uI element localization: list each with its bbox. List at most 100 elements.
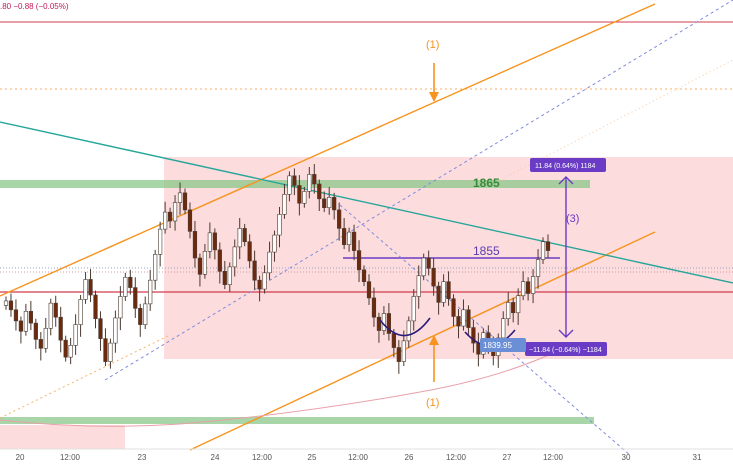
candle-body	[471, 327, 476, 344]
candle-body	[312, 174, 317, 185]
candle-body	[23, 310, 28, 332]
resistance-label: 1865	[473, 176, 500, 190]
x-tick-label: 24	[211, 453, 220, 462]
x-tick-label: 12:00	[348, 453, 369, 462]
candle-body	[396, 347, 401, 362]
candle-body	[361, 269, 367, 282]
candle-body	[237, 228, 242, 248]
candle-body	[217, 249, 222, 272]
candle-body	[351, 231, 357, 251]
candle-body	[332, 197, 337, 211]
candle-body	[540, 241, 546, 260]
candle-body	[232, 246, 237, 268]
ticker-readout: .80 −0.88 (−0.05%)	[0, 2, 69, 11]
candle-body	[48, 302, 53, 329]
candle-body	[128, 276, 133, 288]
measure-arrowhead-up	[558, 176, 574, 185]
candle-body	[327, 197, 332, 208]
target-label: 1839.95	[483, 341, 512, 350]
x-tick-label: 23	[138, 453, 147, 462]
candle-body	[158, 228, 163, 255]
range-up-label: 11.84 (0.64%) 1184	[535, 163, 596, 170]
candle-body	[267, 251, 272, 274]
middle-dashed-channel	[104, 0, 733, 381]
candle-body	[257, 279, 262, 290]
measure-arrowhead-down	[558, 329, 574, 338]
candle-body	[143, 303, 148, 325]
dashed-projection-line	[339, 204, 631, 456]
candle-body	[302, 191, 307, 204]
candle-body	[83, 279, 88, 300]
candle-body	[207, 232, 212, 252]
x-tick-label: 27	[503, 453, 512, 462]
candle-body	[431, 268, 436, 287]
x-tick-label: 25	[308, 453, 317, 462]
candle-body	[227, 266, 232, 285]
range-down-label: −11.84 (−0.64%) −1184	[529, 347, 602, 354]
measure-label: (3)	[566, 213, 579, 225]
candle-body	[391, 333, 396, 348]
candle-body	[88, 279, 93, 296]
candle-body	[103, 338, 108, 362]
x-tick-label: 20	[16, 453, 25, 462]
arrow-top-head	[429, 92, 439, 102]
candle-body	[247, 241, 252, 262]
candle-body	[8, 300, 14, 311]
candle-body	[262, 272, 267, 290]
candle-body	[33, 322, 38, 340]
candle-body	[282, 194, 287, 215]
candle-body	[530, 276, 536, 294]
candle-body	[366, 281, 372, 299]
candle-body	[197, 257, 203, 275]
candle-body	[307, 174, 312, 192]
lower-dotted-channel	[0, 334, 171, 419]
candle-body	[292, 175, 297, 186]
candle-body	[401, 340, 406, 362]
candle-body	[456, 316, 461, 327]
candle-body	[202, 251, 207, 275]
candle-body	[58, 316, 63, 341]
candle-body	[187, 209, 193, 232]
candle-body	[167, 211, 173, 222]
x-tick-label: 12:00	[543, 453, 564, 462]
candle-body	[526, 281, 531, 294]
candle-body	[123, 276, 128, 297]
candle-body	[222, 271, 227, 285]
candle-body	[177, 192, 183, 203]
range-down-box	[525, 342, 607, 356]
candle-body	[317, 183, 322, 200]
candle-body	[386, 313, 391, 334]
candle-body	[153, 254, 158, 281]
candle-body	[78, 299, 83, 325]
candlestick-series	[3, 164, 551, 374]
candle-body	[252, 260, 257, 281]
candle-body	[376, 316, 382, 331]
candle-body	[63, 339, 68, 358]
candle-body	[342, 228, 347, 245]
candle-body	[277, 214, 282, 236]
moving-average-curve	[0, 349, 561, 427]
candle-body	[163, 211, 168, 230]
candle-body	[192, 231, 198, 259]
candle-body	[272, 234, 277, 253]
candle-body	[441, 281, 446, 303]
candle-body	[43, 327, 48, 349]
descending-trendline	[0, 121, 733, 284]
candle-body	[501, 318, 506, 339]
candle-body	[212, 232, 217, 251]
x-axis-ticks: 20 12:00 23 24 12:00 25 12:00 26 12:00 27 12:00 30 3…	[16, 453, 702, 462]
candle-body	[406, 320, 411, 342]
neckline-label: 1855	[473, 244, 500, 258]
candle-body	[416, 275, 421, 297]
candle-body	[451, 298, 456, 317]
candle-body	[337, 209, 342, 229]
candle-body	[133, 287, 138, 309]
candle-body	[108, 342, 113, 362]
candle-body	[242, 228, 247, 243]
candle-body	[93, 294, 98, 319]
lower-channel-line	[189, 231, 656, 451]
candle-body	[113, 317, 118, 344]
range-up-box	[530, 158, 606, 172]
x-tick-label: 30	[622, 453, 631, 462]
